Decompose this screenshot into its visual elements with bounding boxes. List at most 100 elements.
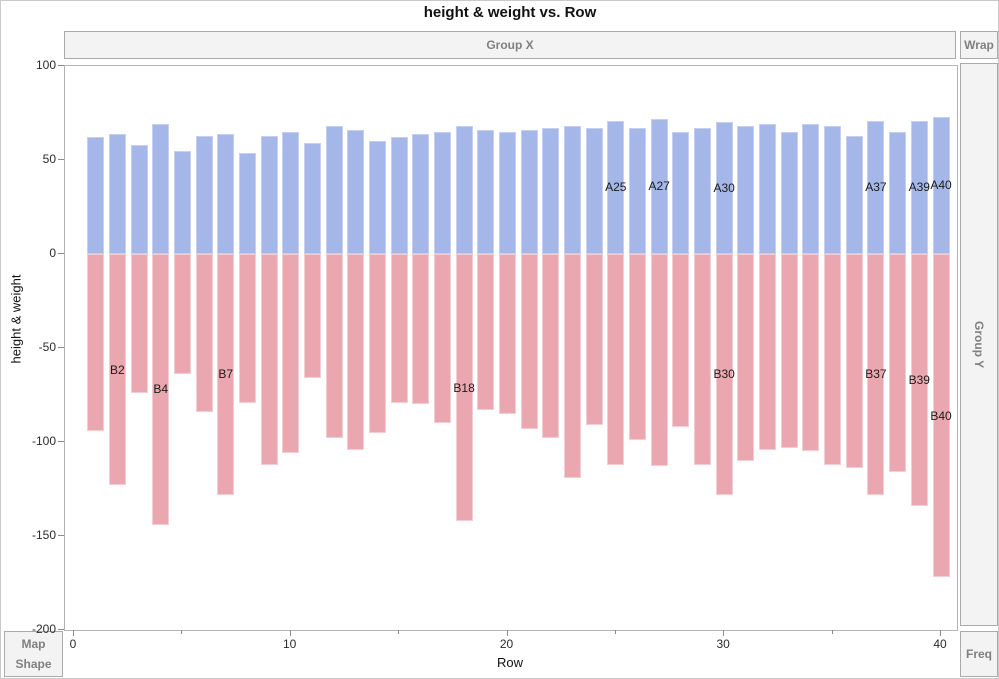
weight-bar[interactable]	[672, 254, 690, 427]
weight-bar[interactable]	[87, 254, 105, 431]
height-bar[interactable]	[867, 120, 885, 254]
x-minor-tick	[398, 630, 400, 634]
drop-zone-wrap[interactable]: Wrap	[960, 31, 998, 59]
height-bar[interactable]	[477, 129, 495, 254]
x-tick-label: 40	[933, 637, 947, 651]
height-bar[interactable]	[108, 133, 126, 254]
plot-area[interactable]: B2 B4 B7 B18 A25 A27 A30 B30 A37 B37 A39 B39 A40 B40	[64, 65, 958, 631]
weight-bar[interactable]	[238, 254, 256, 403]
weight-bar[interactable]	[477, 254, 495, 410]
weight-bar[interactable]	[434, 254, 451, 424]
weight-bar[interactable]	[932, 254, 950, 578]
weight-bar[interactable]	[173, 254, 191, 375]
drop-zone-map-shape[interactable]: Map Shape	[4, 631, 63, 677]
weight-bar[interactable]	[759, 254, 777, 450]
height-bar[interactable]	[303, 143, 321, 254]
weight-bar[interactable]	[455, 254, 473, 521]
height-bar[interactable]	[130, 145, 148, 254]
height-bar[interactable]	[629, 128, 646, 254]
bar-label: A25	[605, 180, 627, 195]
height-bar[interactable]	[455, 126, 473, 254]
x-minor-tick	[181, 630, 183, 634]
height-bar[interactable]	[845, 135, 863, 254]
weight-bar[interactable]	[824, 254, 842, 465]
weight-bar[interactable]	[520, 254, 538, 429]
weight-bar[interactable]	[780, 254, 798, 448]
weight-bar[interactable]	[910, 254, 928, 506]
height-bar[interactable]	[715, 122, 733, 254]
height-bar[interactable]	[889, 131, 907, 254]
weight-bar[interactable]	[412, 254, 430, 405]
weight-bar[interactable]	[737, 254, 755, 461]
weight-bar[interactable]	[130, 254, 148, 394]
height-bar[interactable]	[173, 150, 191, 254]
weight-bar[interactable]	[694, 254, 711, 465]
height-bar[interactable]	[412, 133, 430, 254]
height-bar[interactable]	[932, 116, 950, 254]
weight-bar[interactable]	[585, 254, 603, 426]
weight-bar[interactable]	[802, 254, 820, 452]
height-bar[interactable]	[520, 129, 538, 254]
height-bar[interactable]	[910, 120, 928, 254]
weight-bar[interactable]	[499, 254, 516, 414]
height-bar[interactable]	[542, 128, 560, 254]
weight-bar[interactable]	[390, 254, 408, 403]
weight-bar[interactable]	[108, 254, 126, 486]
height-bar[interactable]	[217, 133, 235, 254]
weight-bar[interactable]	[368, 254, 386, 433]
height-bar[interactable]	[368, 141, 386, 254]
height-bar[interactable]	[499, 131, 516, 254]
height-bar[interactable]	[390, 137, 408, 254]
x-tick	[506, 630, 508, 636]
bar-label: B2	[109, 362, 125, 377]
x-tick	[940, 630, 941, 636]
height-bar[interactable]	[672, 131, 690, 254]
height-bar[interactable]	[282, 131, 300, 254]
height-bar[interactable]	[694, 128, 711, 254]
drop-zone-freq[interactable]: Freq	[960, 631, 998, 677]
y-tick-label: 100	[35, 58, 56, 72]
x-tick-label: 10	[283, 637, 297, 651]
weight-bar[interactable]	[607, 254, 625, 465]
height-bar[interactable]	[325, 126, 343, 254]
weight-bar[interactable]	[542, 254, 560, 439]
height-bar[interactable]	[780, 131, 798, 254]
height-bar[interactable]	[802, 124, 820, 254]
x-axis-title: Row	[496, 655, 524, 670]
bar-label: B39	[908, 373, 930, 387]
weight-bar[interactable]	[195, 254, 213, 412]
weight-bar[interactable]	[867, 254, 885, 495]
weight-bar[interactable]	[282, 254, 300, 454]
weight-bar[interactable]	[650, 254, 668, 467]
weight-bar[interactable]	[347, 254, 365, 450]
weight-bar[interactable]	[152, 254, 170, 525]
height-bar[interactable]	[737, 126, 755, 254]
drop-zone-group-x[interactable]: Group X	[64, 31, 956, 59]
weight-bar[interactable]	[217, 254, 235, 495]
weight-bar[interactable]	[325, 254, 343, 439]
height-bar[interactable]	[87, 137, 105, 254]
weight-bar[interactable]	[260, 254, 278, 465]
weight-bar[interactable]	[845, 254, 863, 469]
drop-zone-group-y[interactable]: Group Y	[960, 63, 998, 626]
height-bar[interactable]	[195, 135, 213, 254]
y-tick-label: -150	[31, 528, 56, 542]
height-bar[interactable]	[260, 135, 278, 254]
drop-zone-map-label: Map	[21, 637, 46, 651]
weight-bar[interactable]	[629, 254, 646, 441]
weight-bar[interactable]	[889, 254, 907, 473]
height-bar[interactable]	[564, 126, 581, 254]
height-bar[interactable]	[650, 118, 668, 254]
height-bar[interactable]	[759, 124, 777, 254]
height-bar[interactable]	[434, 131, 451, 254]
height-bar[interactable]	[347, 129, 365, 254]
weight-bar[interactable]	[715, 254, 733, 495]
height-bar[interactable]	[152, 124, 170, 254]
weight-bar[interactable]	[564, 254, 581, 478]
x-minor-tick	[614, 630, 616, 634]
weight-bar[interactable]	[303, 254, 321, 379]
height-bar[interactable]	[607, 120, 625, 254]
height-bar[interactable]	[238, 152, 256, 254]
height-bar[interactable]	[824, 126, 842, 254]
height-bar[interactable]	[585, 128, 603, 254]
